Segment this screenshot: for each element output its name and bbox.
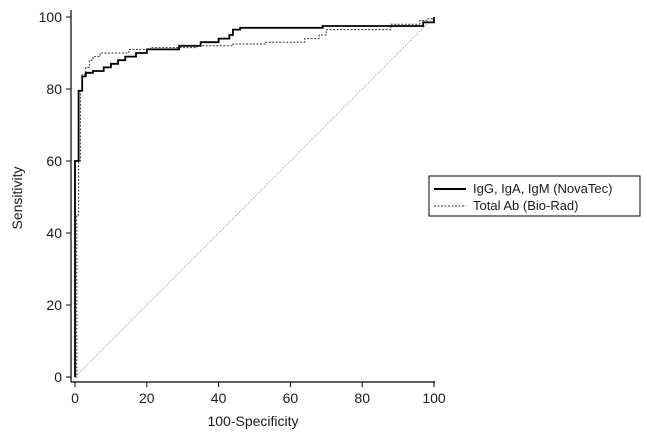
y-tick-label: 60 — [46, 153, 62, 169]
y-tick-label: 0 — [54, 369, 62, 385]
x-tick-label: 0 — [71, 390, 79, 406]
y-tick-label: 100 — [39, 9, 63, 25]
legend: IgG, IgA, IgM (NovaTec) Total Ab (Bio-Ra… — [428, 175, 641, 217]
legend-label-biorad: Total Ab (Bio-Rad) — [473, 198, 579, 213]
axes-layer — [70, 10, 435, 383]
reference-diagonal-line — [74, 16, 435, 378]
series-layer — [74, 16, 435, 378]
legend-label-novatec: IgG, IgA, IgM (NovaTec) — [473, 181, 612, 196]
x-tick-label: 100 — [422, 390, 446, 406]
y-tick-label: 40 — [46, 225, 62, 241]
x-tick-label: 60 — [283, 390, 299, 406]
y-axis-title: Sensitivity — [9, 166, 25, 229]
x-tick-label: 80 — [354, 390, 370, 406]
x-tick-label: 40 — [211, 390, 227, 406]
x-axis-title: 100-Specificity — [207, 413, 298, 429]
x-tick-label: 20 — [139, 390, 155, 406]
series-line-biorad — [75, 17, 435, 378]
y-tick-label: 80 — [46, 81, 62, 97]
ticks-layer: 0 20 40 60 80 100 0 20 40 60 80 100 — [39, 9, 446, 406]
y-tick-label: 20 — [46, 297, 62, 313]
legend-box — [428, 175, 641, 217]
series-line-novatec — [74, 17, 435, 377]
